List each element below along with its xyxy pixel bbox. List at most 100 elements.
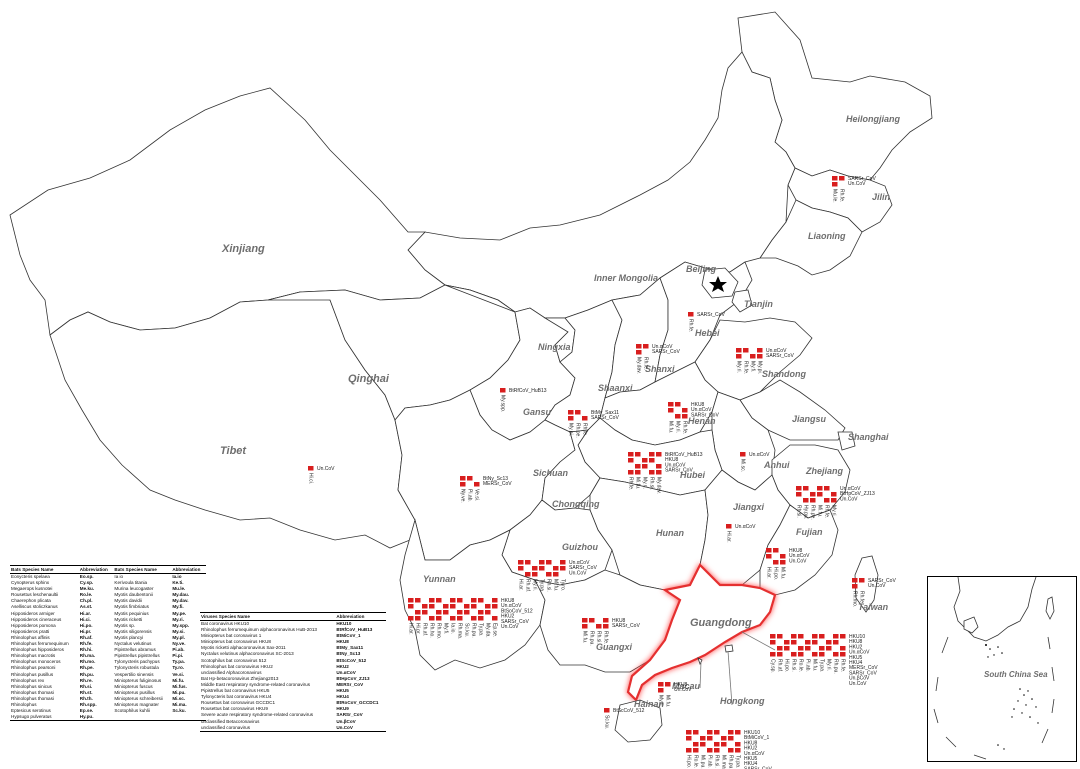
site-marker: [840, 634, 846, 639]
virus-label: HKU8: [501, 598, 515, 604]
site-marker: [658, 688, 664, 693]
site-marker: [791, 652, 797, 657]
virus-table-cell: Un.αCoV: [336, 669, 356, 675]
site-marker: [736, 348, 742, 353]
site-marker: [429, 616, 435, 621]
bat-label: My.ri.: [736, 361, 742, 373]
province-boundaries: [9, 11, 933, 743]
virus-table-row: unclassified Alphacoronavirus Un.αCoV: [200, 670, 386, 676]
province-xinjiang[interactable]: [9, 87, 446, 336]
bat-label: Mi.sc.: [740, 459, 746, 472]
bat-label: My.ri.: [826, 659, 832, 671]
site-marker: [766, 554, 772, 559]
site-yunnan[interactable]: HKU8Un.αCoVBtSoCoV_512HKU2SARSr_CoVUn.Co…: [408, 598, 533, 639]
site-marker: [770, 634, 776, 639]
province-tianjin[interactable]: [731, 289, 753, 313]
province-guangdong[interactable]: [626, 563, 777, 702]
bats-table-row: Hipposideros cineraceus Hi.ci. Myotis rick…: [10, 617, 206, 623]
site-marker: [642, 464, 648, 469]
label-xinjiang: Xinjiang: [221, 243, 265, 255]
virus-label: HKU8: [674, 682, 688, 688]
site-marker: [757, 348, 763, 353]
label-guizhou: Guizhou: [562, 542, 598, 552]
site-marker: [643, 344, 649, 349]
site-marker: [714, 742, 720, 747]
bats-table-cell: Myotis fimbriatus: [114, 604, 149, 610]
site-marker: [791, 634, 797, 639]
bats-table-cell: Kerivoula titania: [114, 580, 148, 586]
bats-table-cell: Pi.ab.: [172, 647, 185, 653]
virus-table-row: Severe acute respiratory syndrome-relate…: [200, 712, 386, 718]
province-hongkong[interactable]: [724, 644, 734, 653]
site-marker: [636, 350, 642, 355]
province-macau[interactable]: [697, 657, 703, 666]
site-guangdong[interactable]: HKU10HKU8HKU2Un.αCoVHKU5HKU4MERSr_CoVSAR…: [770, 634, 879, 687]
virus-label: SARSr_CoV: [591, 415, 619, 421]
site-hongkong[interactable]: HKU10BtMiCoV_1HKU8HKU2Un.αCoVHKU5HKU4SAR…: [686, 730, 773, 769]
bat-label: Rh.pe.: [810, 505, 816, 520]
site-marker: [457, 616, 463, 621]
bats-table-row: Rhinolophus ferrumequinum Rh.fe. Nyctalus …: [10, 641, 206, 647]
province-hainan[interactable]: [614, 699, 663, 743]
site-marker: [700, 742, 706, 747]
virus-label: SARSr_CoV: [868, 578, 896, 584]
bats-table-cell: Ia.io: [172, 574, 182, 579]
virus-label: Un.CoV: [317, 466, 335, 472]
bats-table-row: Hipposideros pratti Hi.pr. Myotis siligore…: [10, 629, 206, 635]
site-marker: [596, 624, 602, 629]
bat-label: Rh.si.: [649, 477, 655, 490]
bat-label: Rh.fe.: [840, 659, 846, 672]
bats-table-cell: Myotis plancyi: [114, 634, 144, 640]
bat-label: Ty.pa.: [819, 659, 825, 672]
site-marker: [833, 634, 839, 639]
site-marker: [693, 748, 699, 753]
site-marker: [471, 598, 477, 603]
virus-table-row: Tylonycteris bat coronavirus HKU4 HKU4: [200, 694, 386, 700]
virus-label: Un.αCoV: [569, 560, 590, 566]
site-marker: [798, 646, 804, 651]
virus-label: SARSr_CoV: [501, 619, 529, 625]
virus-table-cell: unclassified Betacoronavirus: [201, 718, 260, 724]
province-fujian[interactable]: [759, 504, 839, 596]
bats-table-cell: Ro.le.: [79, 592, 93, 598]
bats-table-cell: Rh.spp.: [79, 701, 97, 707]
site-marker: [700, 736, 706, 741]
site-marker: [464, 604, 470, 609]
site-marker: [436, 598, 442, 603]
bat-label: Ro.le.: [798, 659, 804, 672]
site-marker: [457, 598, 463, 603]
label-liaoning: Liaoning: [808, 231, 846, 241]
capital-star-icon: [709, 276, 727, 292]
bat-label: Hi.ar.: [766, 567, 772, 579]
site-marker: [780, 554, 786, 559]
virus-table-cell: Middle East respiratory syndrome-related…: [201, 681, 311, 687]
site-marker: [628, 458, 634, 463]
virus-table-cell: Rousettus bat coronavirus HKU9: [201, 706, 268, 712]
site-marker: [721, 736, 727, 741]
province-shanghai[interactable]: [837, 431, 856, 451]
label-hunan: Hunan: [656, 528, 685, 538]
bats-table-row: Rhinolophus monoceros Rh.mo. Tylonycteris …: [10, 659, 206, 665]
virus-label: SARSr_CoV: [848, 176, 876, 182]
bats-table-cell: Hipposideros armiger: [11, 610, 55, 616]
